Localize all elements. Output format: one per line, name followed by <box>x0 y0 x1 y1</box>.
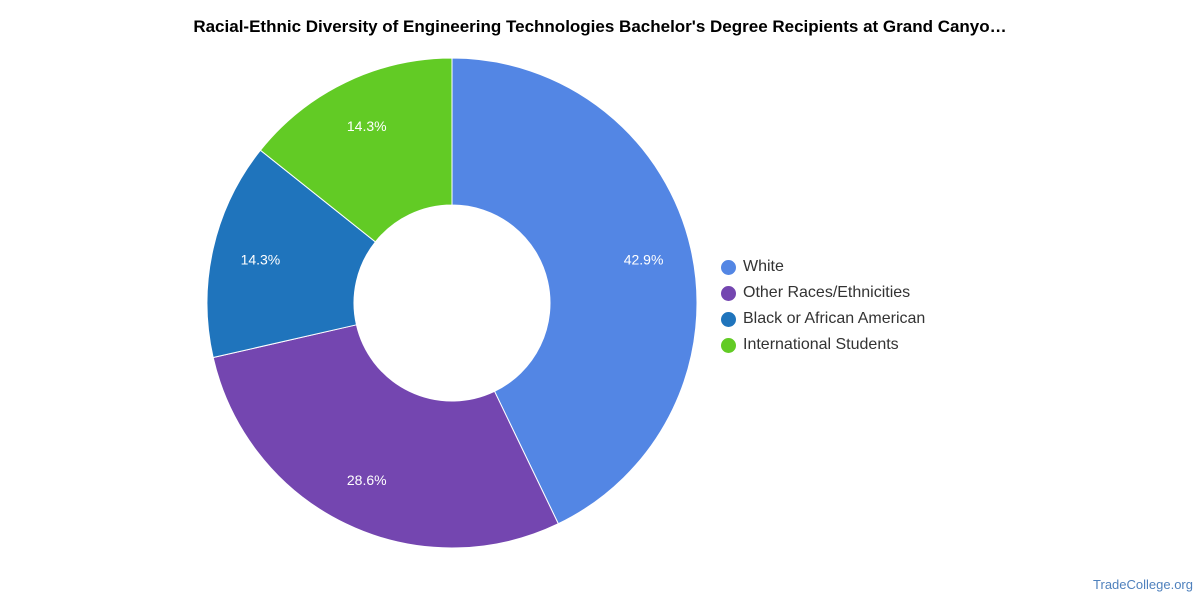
legend-swatch <box>721 337 736 353</box>
data-label-black-or-african-american: 14.3% <box>241 251 281 267</box>
chart-legend: White Other Races/Ethnicities Black or Afr… <box>721 254 925 358</box>
chart-title: Racial-Ethnic Diversity of Engineering T… <box>193 17 1007 36</box>
legend-swatch <box>721 285 736 301</box>
legend-swatch <box>721 259 736 275</box>
legend-item-white[interactable]: White <box>721 254 925 280</box>
data-label-international-students: 14.3% <box>347 118 387 134</box>
legend-item-international-students[interactable]: International Students <box>721 332 925 358</box>
watermark: TradeCollege.org <box>1093 577 1193 592</box>
legend-label: White <box>743 258 784 275</box>
legend-label: Other Races/Ethnicities <box>743 284 911 301</box>
legend-label: International Students <box>743 336 899 353</box>
legend-label: Black or African American <box>743 310 926 327</box>
legend-item-black-or-african-american[interactable]: Black or African American <box>721 306 925 332</box>
slice-international-students <box>259 57 453 243</box>
data-label-other-races-ethnicities: 28.6% <box>347 472 387 488</box>
data-label-white: 42.9% <box>624 251 664 267</box>
slice-white <box>451 57 698 525</box>
legend-swatch <box>721 311 736 327</box>
slice-black-or-african-american <box>206 149 377 359</box>
slice-other-races-ethnicities <box>212 324 559 549</box>
legend-item-other-races-ethnicities[interactable]: Other Races/Ethnicities <box>721 280 925 306</box>
